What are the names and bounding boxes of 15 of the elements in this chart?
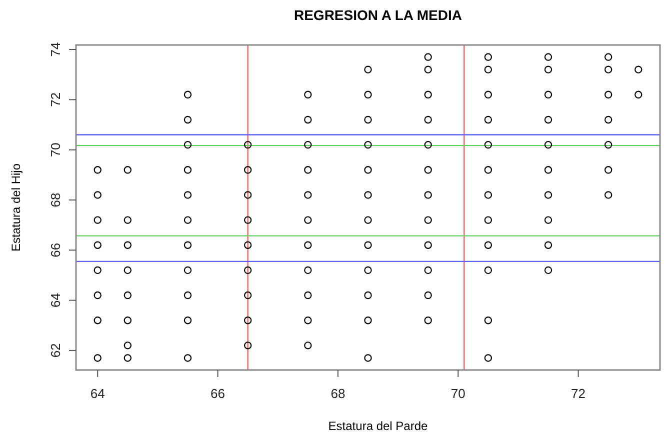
x-axis-title: Estatura del Parde — [328, 419, 428, 433]
y-tick-label: 74 — [48, 42, 63, 57]
x-tick-label: 68 — [330, 386, 346, 401]
x-tick-label: 64 — [90, 386, 105, 401]
chart-title: REGRESION A LA MEDIA — [294, 7, 462, 23]
y-tick-label: 64 — [48, 293, 63, 308]
y-tick-label: 62 — [48, 343, 63, 358]
y-axis-title: Estatura del Hijo — [9, 163, 23, 252]
y-tick-label: 70 — [48, 142, 63, 158]
y-tick-label: 72 — [48, 92, 63, 107]
y-tick-label: 68 — [48, 192, 63, 208]
y-tick-label: 66 — [48, 242, 63, 258]
x-tick-label: 72 — [571, 386, 586, 401]
x-tick-label: 70 — [450, 386, 466, 401]
x-tick-label: 66 — [210, 386, 226, 401]
